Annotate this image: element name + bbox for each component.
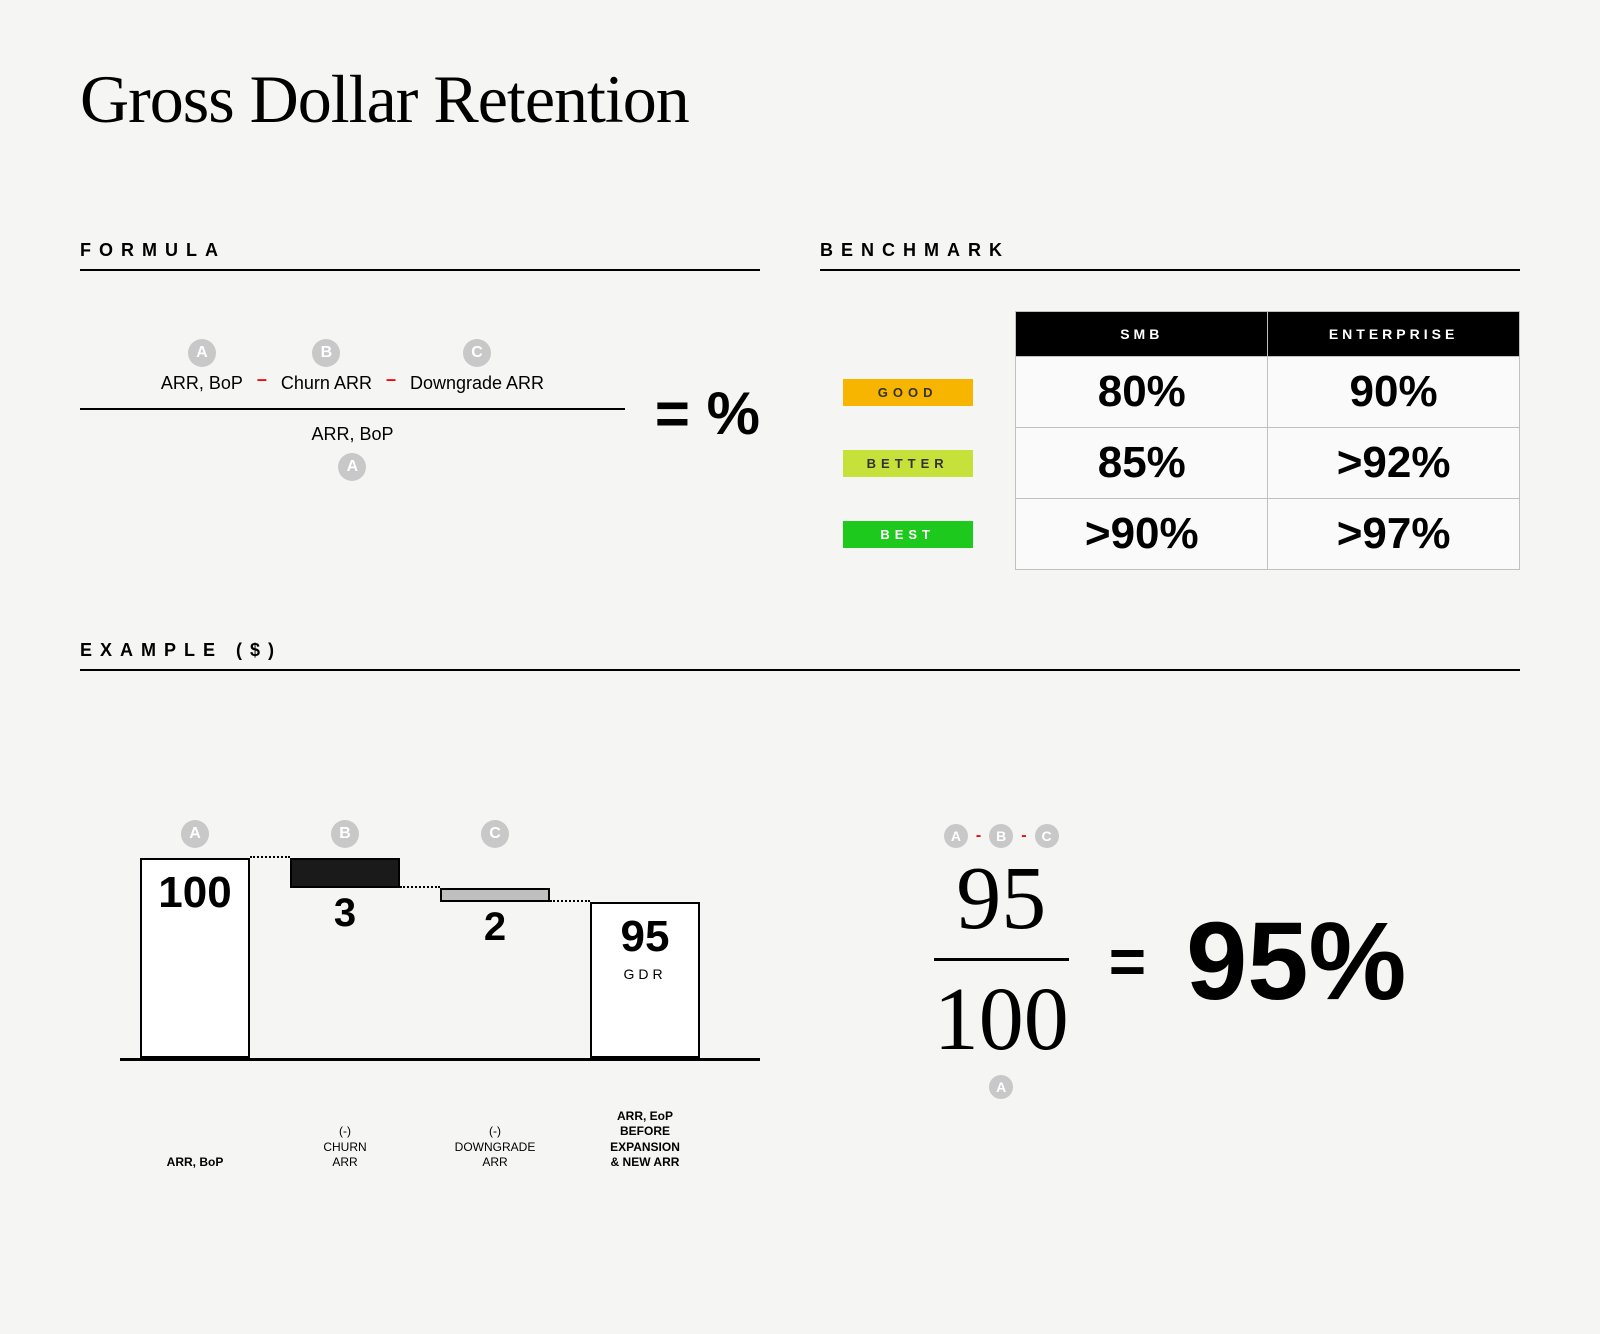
formula-section: FORMULA A ARR, BoP – B Churn ARR – C Dow… xyxy=(80,240,760,495)
waterfall-bar-bop: 100 xyxy=(140,858,250,1058)
term-b: B Churn ARR xyxy=(281,339,372,394)
formula-fraction: A ARR, BoP – B Churn ARR – C Downgrade A… xyxy=(80,331,625,495)
tier-cell: BETTER xyxy=(820,428,1016,499)
equals-sign: = xyxy=(655,380,690,447)
benchmark-value: >92% xyxy=(1268,428,1520,499)
formula-label: FORMULA xyxy=(80,240,760,261)
waterfall-value-bop: 100 xyxy=(142,860,248,918)
page-title: Gross Dollar Retention xyxy=(80,60,689,139)
den-text: ARR, BoP xyxy=(80,424,625,445)
tier-cell: BEST xyxy=(820,499,1016,570)
formula-area: A ARR, BoP – B Churn ARR – C Downgrade A… xyxy=(80,331,760,495)
tier-cell: GOOD xyxy=(820,357,1016,428)
calc-numerator: 95 xyxy=(934,854,1069,944)
benchmark-row: BETTER 85%>92% xyxy=(820,428,1520,499)
waterfall-bar-downgrade xyxy=(440,888,550,902)
waterfall-connector xyxy=(250,856,290,858)
badge-b-icon: B xyxy=(312,339,340,367)
den-badge-a-icon: A xyxy=(338,453,366,481)
calc-line xyxy=(934,958,1069,961)
benchmark-value: 85% xyxy=(1016,428,1268,499)
waterfall-connector xyxy=(550,900,590,902)
term-a: A ARR, BoP xyxy=(161,339,243,394)
waterfall-badge-churn-icon: B xyxy=(331,820,359,848)
col-smb: SMB xyxy=(1016,312,1268,357)
waterfall-chart: 100 A ARR, BoP 3 B (-)CHURNARR 2 C (-)DOWNGRADEA… xyxy=(80,751,760,1171)
benchmark-value: 90% xyxy=(1268,357,1520,428)
benchmark-value: 80% xyxy=(1016,357,1268,428)
calc-minus-icon: - xyxy=(1021,824,1026,848)
example-section: EXAMPLE ($) 100 A ARR, BoP 3 B (-)CHURNARR 2 C (… xyxy=(80,640,1520,1171)
tier-pill: GOOD xyxy=(843,379,973,406)
formula-numerator: A ARR, BoP – B Churn ARR – C Downgrade A… xyxy=(80,331,625,408)
calc-minus-icon: - xyxy=(976,824,981,848)
calc-badge-b-icon: B xyxy=(989,824,1013,848)
badge-a-icon: A xyxy=(188,339,216,367)
tier-pill: BETTER xyxy=(843,450,973,477)
example-label: EXAMPLE ($) xyxy=(80,640,1520,661)
example-divider xyxy=(80,669,1520,671)
waterfall-badge-bop-icon: A xyxy=(181,820,209,848)
badge-c-icon: C xyxy=(463,339,491,367)
waterfall-value-downgrade: 2 xyxy=(440,905,550,950)
waterfall-connector xyxy=(400,886,440,888)
benchmark-divider xyxy=(820,269,1520,271)
benchmark-row: BEST >90%>97% xyxy=(820,499,1520,570)
waterfall-label-eop: ARR, EoPBEFOREEXPANSION& NEW ARR xyxy=(580,1109,710,1171)
benchmark-table: SMB ENTERPRISE GOOD80%90%BETTER85%>92%BE… xyxy=(820,311,1520,570)
waterfall-bar-churn xyxy=(290,858,400,888)
waterfall-axis xyxy=(120,1058,760,1061)
percent-sign: % xyxy=(707,380,760,447)
benchmark-section: BENCHMARK SMB ENTERPRISE GOOD80%90%BETTE… xyxy=(820,240,1520,570)
waterfall-label-bop: ARR, BoP xyxy=(130,1155,260,1171)
term-a-text: ARR, BoP xyxy=(161,373,243,393)
calc-denominator: 100 xyxy=(934,975,1069,1065)
benchmark-value: >97% xyxy=(1268,499,1520,570)
calc-den-badge-icon: A xyxy=(989,1075,1013,1099)
waterfall-label-churn: (-)CHURNARR xyxy=(280,1124,410,1171)
waterfall-label-downgrade: (-)DOWNGRADEARR xyxy=(430,1124,560,1171)
benchmark-value: >90% xyxy=(1016,499,1268,570)
calc-badges-row: A - B - C xyxy=(934,824,1069,848)
blank-header xyxy=(820,312,1016,357)
minus-icon: – xyxy=(386,369,396,394)
waterfall-bar-eop: 95GDR xyxy=(590,902,700,1058)
calc-fraction: A - B - C 95 100 A xyxy=(934,824,1069,1099)
calc-badge-c-icon: C xyxy=(1035,824,1059,848)
benchmark-header-row: SMB ENTERPRISE xyxy=(820,312,1520,357)
calc-result: 95% xyxy=(1186,898,1406,1025)
benchmark-label: BENCHMARK xyxy=(820,240,1520,261)
waterfall-badge-downgrade-icon: C xyxy=(481,820,509,848)
calculation: A - B - C 95 100 A = 95% xyxy=(820,824,1520,1099)
equals-percent: = % xyxy=(655,379,760,448)
example-content: 100 A ARR, BoP 3 B (-)CHURNARR 2 C (-)DOWNGRADEA… xyxy=(80,751,1520,1171)
formula-divider xyxy=(80,269,760,271)
tier-pill: BEST xyxy=(843,521,973,548)
calc-equals: = xyxy=(1109,924,1146,998)
term-c-text: Downgrade ARR xyxy=(410,373,544,393)
minus-icon: – xyxy=(257,369,267,394)
term-b-text: Churn ARR xyxy=(281,373,372,393)
col-enterprise: ENTERPRISE xyxy=(1268,312,1520,357)
waterfall-value-churn: 3 xyxy=(290,891,400,936)
calc-badge-a-icon: A xyxy=(944,824,968,848)
waterfall-value-eop: 95 xyxy=(592,904,698,962)
term-c: C Downgrade ARR xyxy=(410,339,544,394)
benchmark-row: GOOD 80%90% xyxy=(820,357,1520,428)
formula-denominator: ARR, BoP A xyxy=(80,410,625,495)
waterfall-sublabel-eop: GDR xyxy=(592,962,698,982)
